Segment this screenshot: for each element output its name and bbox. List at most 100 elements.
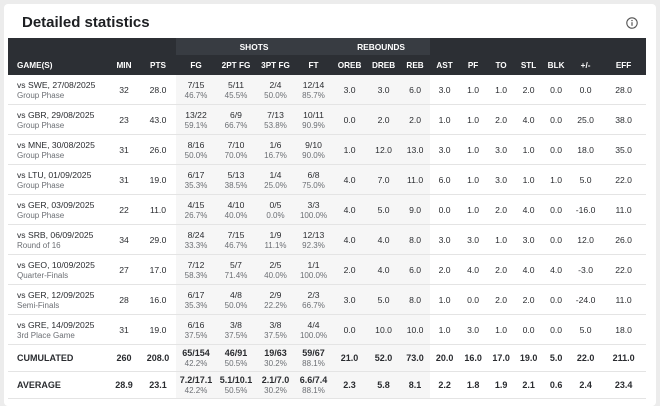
stat-cell: 1/1 100.0% — [295, 254, 333, 285]
info-icon[interactable] — [626, 17, 638, 29]
stat-made-attempted: 5/11 — [227, 79, 245, 90]
group-spacer — [8, 38, 176, 55]
stat-made-attempted: 1/1 — [307, 259, 320, 270]
game-phase: 3rd Place Game — [17, 330, 75, 340]
stat-cell: 9.0 — [400, 194, 431, 225]
stat-made-attempted: 12/14 — [302, 79, 325, 90]
stat-cell: 0.0 — [542, 284, 571, 315]
stat-cell: 2.4 — [570, 371, 602, 399]
game-phase: Group Phase — [17, 180, 65, 190]
stat-percentage: 46.7% — [184, 90, 208, 100]
stat-cell: 1.0 — [487, 314, 516, 345]
stat-cell: 12/14 85.7% — [295, 75, 333, 105]
stat-cell: 10.0 — [367, 314, 401, 345]
stat-percentage: 70.0% — [224, 150, 248, 160]
group-spacer — [430, 38, 647, 55]
stat-made-attempted: 9/10 — [305, 139, 322, 150]
stat-cell: 0.0 — [542, 224, 571, 255]
stat-cell: 31 — [108, 314, 140, 345]
stat-cell: 1.0 — [459, 194, 488, 225]
stat-percentage: 0.0% — [266, 210, 285, 220]
stat-cell: 1.0 — [332, 134, 368, 165]
stat-percentage: 46.7% — [224, 240, 248, 250]
stat-percentage: 30.2% — [264, 359, 287, 368]
stat-cell: 28 — [108, 284, 140, 315]
stat-made-attempted: 2/4 — [269, 79, 282, 90]
stat-cell: 2.1 — [515, 371, 543, 399]
stat-cell: 4.0 — [459, 254, 488, 285]
stat-made-attempted: 4/8 — [230, 289, 242, 300]
stat-cell: 1.8 — [459, 371, 488, 399]
stat-cell: 0/5 0.0% — [256, 194, 295, 225]
stat-cell: 4.0 — [367, 224, 401, 255]
stat-made-attempted: 3/8 — [230, 319, 242, 330]
stat-cell: 1/4 25.0% — [256, 164, 295, 195]
game-cell: vs SWE, 27/08/2025 Group Phase — [8, 75, 108, 105]
stat-cell: 17.0 — [487, 344, 516, 372]
stat-cell: 0.0 — [430, 194, 460, 225]
stat-cell: 6.0 — [400, 75, 431, 105]
stat-cell: 5.0 — [570, 164, 602, 195]
stat-made-attempted: 1/4 — [269, 169, 282, 180]
stat-cell: 0.0 — [542, 104, 571, 135]
stat-cell: 1.0 — [515, 164, 543, 195]
stat-cell: 0.0 — [542, 134, 571, 165]
column-header: AST — [430, 55, 460, 75]
stat-made-attempted: 59/67 — [302, 348, 325, 358]
stat-made-attempted: 6/9 — [230, 109, 242, 120]
stat-cell: 7/12 58.3% — [176, 254, 216, 285]
game-cell: vs GEO, 10/09/2025 Quarter-Finals — [8, 254, 108, 285]
game-phase: Group Phase — [17, 150, 65, 160]
stat-percentage: 35.3% — [184, 180, 208, 190]
stat-cell: 3.0 — [430, 134, 460, 165]
stat-percentage: 37.5% — [184, 330, 208, 340]
stat-cell: 5.0 — [367, 284, 401, 315]
stat-made-attempted: 7/13 — [267, 109, 284, 120]
game-name: vs MNE, 30/08/2025 — [17, 139, 95, 150]
stat-percentage: 50.0% — [224, 300, 248, 310]
stat-made-attempted: 19/63 — [264, 348, 287, 358]
stat-cell: 11.0 — [140, 194, 176, 225]
stat-cell: 3.0 — [367, 75, 401, 105]
game-phase: Group Phase — [17, 210, 65, 220]
stat-cell: 0.0 — [459, 284, 488, 315]
column-header: STL — [515, 55, 543, 75]
stat-made-attempted: 4/4 — [307, 319, 320, 330]
stat-cell: 5/7 71.4% — [216, 254, 256, 285]
stat-cell: -16.0 — [570, 194, 602, 225]
game-cell: vs GER, 12/09/2025 Semi-Finals — [8, 284, 108, 315]
stat-cell: 1.0 — [487, 224, 516, 255]
stat-percentage: 88.1% — [302, 386, 325, 395]
stat-cell: 22.0 — [570, 344, 602, 372]
stat-percentage: 40.0% — [264, 270, 287, 280]
stat-made-attempted: 13/22 — [185, 109, 207, 120]
stat-cell: 3/8 37.5% — [256, 314, 295, 345]
stat-cell: 4.0 — [542, 254, 571, 285]
stat-cell: 3.0 — [459, 224, 488, 255]
stat-made-attempted: 7/15 — [227, 229, 245, 240]
stat-cell: 19.0 — [140, 164, 176, 195]
stat-cell: 23.4 — [601, 371, 647, 399]
stat-cell: -3.0 — [570, 254, 602, 285]
game-cell: vs GBR, 29/08/2025 Group Phase — [8, 104, 108, 135]
stat-cell: 1.0 — [430, 104, 460, 135]
stat-cell: 3.0 — [430, 224, 460, 255]
stat-percentage: 59.1% — [184, 120, 208, 130]
stat-made-attempted: 6/17 — [187, 169, 205, 180]
stat-percentage: 25.0% — [264, 180, 287, 190]
stat-cell: 3.0 — [515, 224, 543, 255]
stat-cell: 28.0 — [601, 75, 647, 105]
stat-cell: 8.1 — [400, 371, 431, 399]
stat-cell: 65/154 42.2% — [176, 344, 216, 372]
stat-cell: 4.0 — [332, 164, 368, 195]
stat-percentage: 90.0% — [302, 150, 325, 160]
stat-cell: 4.0 — [515, 194, 543, 225]
stat-cell: 2.0 — [515, 284, 543, 315]
stat-cell: 5.0 — [367, 194, 401, 225]
total-row: CUMULATED 260 208.0 65/154 42.2% 46/91 50.5% 19… — [8, 344, 647, 372]
column-header: REB — [400, 55, 431, 75]
stat-made-attempted: 8/24 — [187, 229, 205, 240]
stat-cell: 8/24 33.3% — [176, 224, 216, 255]
stat-made-attempted: 1/6 — [269, 139, 282, 150]
stat-made-attempted: 7/10 — [227, 139, 245, 150]
